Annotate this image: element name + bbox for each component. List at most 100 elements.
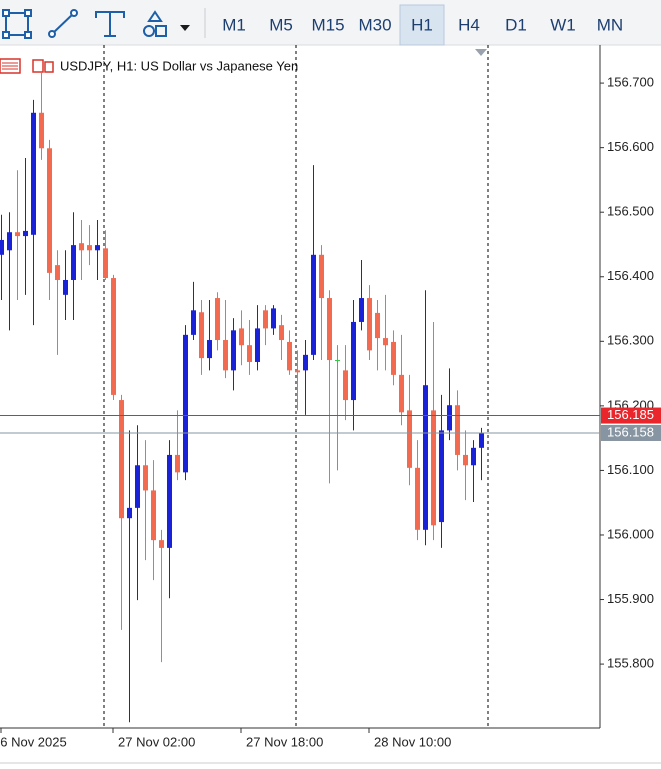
- candle-body: [135, 465, 140, 508]
- price-label: 156.158: [607, 424, 654, 439]
- candle-body: [7, 232, 12, 251]
- candle-body: [367, 298, 372, 351]
- candle-body: [247, 345, 252, 362]
- candle-body: [31, 112, 36, 235]
- y-tick-label: 156.300: [607, 333, 654, 348]
- candle-body: [191, 310, 196, 335]
- x-tick-label: 26 Nov 2025: [0, 734, 67, 749]
- candle-body: [127, 507, 132, 519]
- chart-shift-marker: [475, 49, 487, 56]
- candle-body: [279, 325, 284, 341]
- timeframe-button[interactable]: H4: [458, 15, 480, 34]
- timeframe-button[interactable]: MN: [597, 15, 623, 34]
- x-tick-label: 27 Nov 18:00: [246, 734, 323, 749]
- candle-body: [431, 410, 436, 526]
- candle-body: [375, 312, 380, 339]
- candle-body: [0, 239, 4, 255]
- x-tick-label: 27 Nov 02:00: [118, 734, 195, 749]
- candle-body: [215, 298, 220, 341]
- timeframe-selected-bg: [399, 4, 445, 46]
- timeframe-button[interactable]: M1: [222, 15, 246, 34]
- candle-body: [47, 148, 52, 273]
- candle-body: [455, 405, 460, 455]
- candle-body: [263, 310, 268, 329]
- candle-body: [223, 340, 228, 371]
- candle-body: [143, 465, 148, 491]
- price-label: 156.185: [607, 407, 654, 422]
- candle-body: [359, 298, 364, 322]
- candle-body: [199, 312, 204, 359]
- candle-body: [335, 360, 340, 362]
- shapes-tool[interactable]: [143, 10, 167, 37]
- candle-body: [87, 245, 92, 251]
- candle-body: [119, 400, 124, 519]
- tools-dropdown[interactable]: [180, 25, 190, 31]
- candle-body: [463, 454, 468, 466]
- candle-body: [447, 405, 452, 431]
- candle-body: [391, 341, 396, 375]
- candle-body: [383, 338, 388, 346]
- y-tick-label: 156.000: [607, 526, 654, 541]
- candle-body: [327, 298, 332, 361]
- candle-body: [311, 254, 316, 355]
- candle-body: [167, 454, 172, 548]
- candle-body: [159, 540, 164, 548]
- candle-body: [151, 490, 156, 541]
- candle-body: [295, 370, 300, 373]
- candle-body: [471, 447, 476, 466]
- chart-title: USDJPY, H1: US Dollar vs Japanese Yen: [60, 58, 298, 73]
- candle-body: [271, 308, 276, 329]
- candle-body: [255, 328, 260, 362]
- candle-body: [423, 385, 428, 530]
- candle-body: [399, 374, 404, 413]
- text-tool[interactable]: [95, 11, 125, 37]
- x-tick-label: 28 Nov 10:00: [374, 734, 451, 749]
- timeframe-button[interactable]: W1: [550, 15, 576, 34]
- candle-body: [343, 370, 348, 401]
- y-tick-label: 156.700: [607, 75, 654, 90]
- y-tick-label: 156.500: [607, 204, 654, 219]
- candle-body: [79, 243, 84, 251]
- candle-body: [207, 340, 212, 359]
- candle-body: [439, 430, 444, 523]
- candle-body: [63, 279, 68, 295]
- candle-body: [39, 112, 44, 149]
- candle-body: [319, 254, 324, 299]
- y-tick-label: 156.400: [607, 268, 654, 283]
- timeframe-button[interactable]: M30: [358, 15, 391, 34]
- candle-body: [71, 245, 76, 280]
- candle-body: [103, 248, 108, 279]
- candle-body: [183, 334, 188, 473]
- candle-body: [231, 330, 236, 371]
- plot-area: [0, 72, 484, 723]
- candle-body: [479, 432, 484, 448]
- candle-body: [55, 265, 60, 280]
- candle-body: [351, 321, 356, 401]
- candle-body: [95, 245, 100, 251]
- timeframe-button[interactable]: M15: [311, 15, 344, 34]
- trendline-tool[interactable]: [48, 9, 78, 38]
- timeframe-button[interactable]: M5: [269, 15, 293, 34]
- candle-body: [407, 410, 412, 468]
- candle-body: [175, 454, 180, 473]
- rectangle-tool[interactable]: [2, 9, 32, 39]
- candle-body: [303, 354, 308, 371]
- candle-body: [287, 341, 292, 371]
- timeframe-bar: M1 M5 M15 M30 H1 H4 D1 W1 MN: [222, 4, 623, 46]
- price-label-bg: [601, 407, 661, 424]
- y-tick-label: 155.900: [607, 591, 654, 606]
- y-tick-label: 156.100: [607, 462, 654, 477]
- candle-body: [15, 232, 20, 237]
- y-tick-label: 155.800: [607, 656, 654, 671]
- timeframe-button[interactable]: H1: [411, 15, 433, 34]
- candle-body: [111, 278, 116, 395]
- y-tick-label: 156.600: [607, 139, 654, 154]
- candle-body: [239, 328, 244, 346]
- chart-header-icons: [0, 58, 54, 74]
- price-label-bg: [601, 424, 661, 441]
- candle-body: [415, 467, 420, 530]
- candle-body: [23, 230, 28, 237]
- timeframe-button[interactable]: D1: [505, 15, 527, 34]
- drawing-tools: [2, 9, 190, 39]
